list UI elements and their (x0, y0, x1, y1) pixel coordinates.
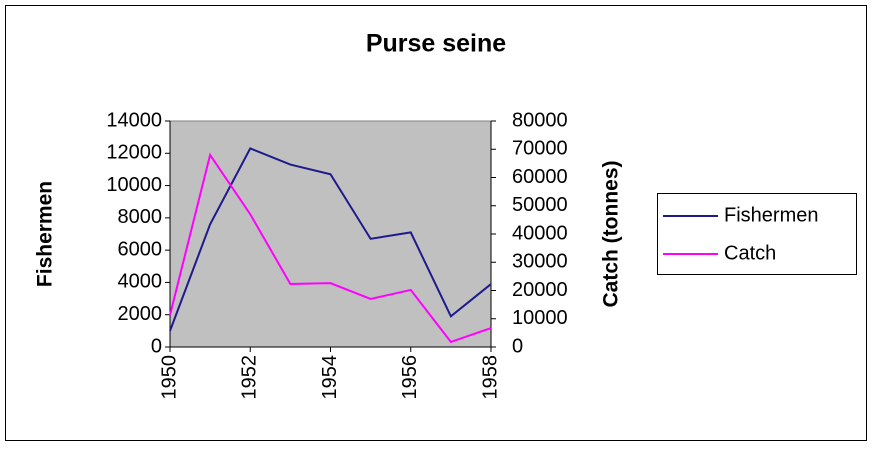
y-tick-label: 4000 (118, 271, 163, 293)
y2-tick-label: 10000 (512, 307, 568, 329)
y-tick-label: 2000 (118, 303, 163, 325)
y2-tick-label: 70000 (512, 138, 568, 160)
y2-tick-label: 30000 (512, 251, 568, 273)
y-tick-label: 6000 (118, 238, 163, 260)
y-tick-label: 10000 (106, 174, 162, 196)
legend-label: Fishermen (724, 204, 818, 226)
series-line (169, 147, 492, 332)
y-axis-title: Fishermen (34, 181, 57, 287)
x-tick-label: 1952 (239, 355, 261, 400)
x-tick-label: 1956 (399, 355, 421, 400)
y-tick-label: 14000 (106, 109, 162, 131)
chart-title: Purse seine (366, 30, 506, 58)
y2-tick-label: 60000 (512, 166, 568, 188)
y2-tick-label: 80000 (512, 109, 568, 131)
y2-tick-label: 40000 (512, 222, 568, 244)
y-tick-label: 12000 (106, 142, 162, 164)
x-tick-label: 1958 (479, 355, 501, 400)
legend-label: Catch (724, 242, 776, 264)
x-tick-label: 1954 (319, 355, 341, 400)
legend (657, 193, 857, 275)
plot-area (169, 120, 492, 348)
y-tick-label: 8000 (118, 206, 163, 228)
series-line (169, 152, 492, 344)
y2-tick-label: 20000 (512, 279, 568, 301)
y-tick-label: 0 (151, 335, 162, 357)
x-tick-label: 1950 (158, 355, 180, 400)
y2-tick-label: 50000 (512, 194, 568, 216)
y2-tick-label: 0 (512, 335, 523, 357)
y2-axis-title: Catch (tonnes) (600, 161, 623, 308)
